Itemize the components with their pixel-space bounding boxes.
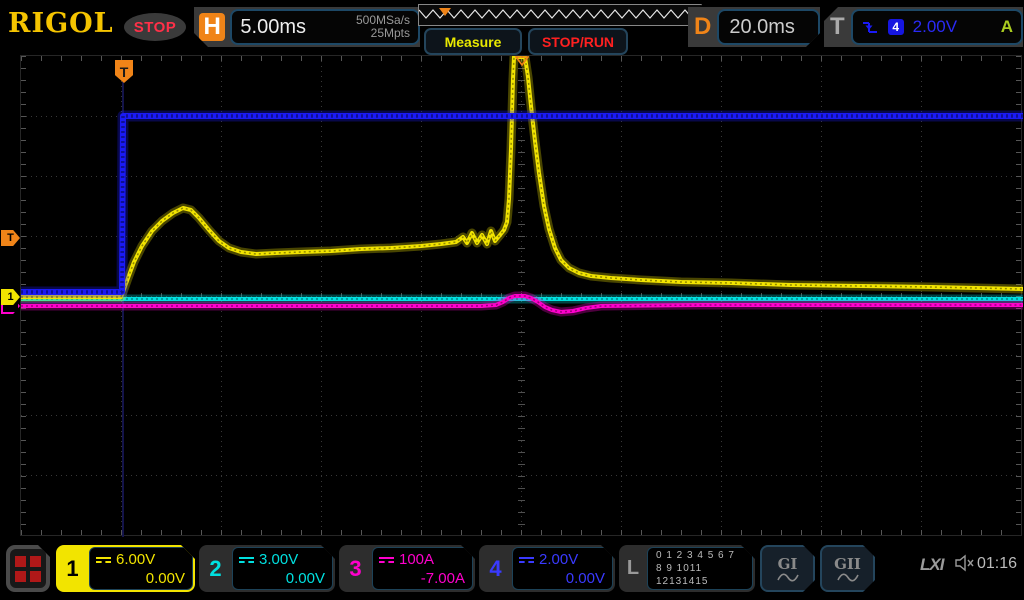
logic-analyzer-box[interactable]: L 0 1 2 3 4 5 6 7 8 9 1011 12131415 xyxy=(619,545,755,592)
ch4-trace xyxy=(21,113,1023,295)
channel-4-number: 4 xyxy=(489,555,502,581)
channel-1-box[interactable]: 1 6.00V 0.00V xyxy=(56,545,195,592)
channel-2-scale: 3.00V xyxy=(259,551,299,568)
overview-position-marker xyxy=(439,8,451,16)
bottom-status-bar: 1 6.00V 0.00V 2 3.00V 0.00V 3 100A -7.00… xyxy=(0,540,1024,600)
channel-1-values: 6.00V 0.00V xyxy=(89,547,193,590)
dc-coupling-icon xyxy=(379,557,394,563)
waveform-overview-strip[interactable] xyxy=(418,4,702,26)
timebase-value: 5.00ms xyxy=(240,15,306,38)
delay-value: 20.0ms xyxy=(729,15,795,38)
channel-1-scale: 6.00V xyxy=(116,551,156,568)
channel-3-values: 100A -7.00A xyxy=(372,547,473,590)
menu-grid-icon xyxy=(10,549,46,588)
memory-depth: 25Mpts xyxy=(370,26,410,40)
delay-label: D xyxy=(694,13,712,40)
logic-channels-row2: 8 9 1011 12131415 xyxy=(656,563,709,587)
ch3-trace xyxy=(21,295,1023,313)
logic-analyzer-label: L xyxy=(626,557,640,579)
sine-wave-icon xyxy=(837,573,859,582)
trigger-source-badge: 4 xyxy=(887,19,904,35)
ch1-trace xyxy=(21,56,1023,298)
generator-2-label: GII xyxy=(834,555,861,573)
logic-channel-list: 0 1 2 3 4 5 6 7 8 9 1011 12131415 xyxy=(647,547,753,590)
trigger-level-marker[interactable]: T xyxy=(1,230,20,246)
clock: 01:16 xyxy=(977,555,1018,572)
channel-3-offset: -7.00A xyxy=(420,570,465,587)
rigol-logo: RIGOL xyxy=(8,8,114,39)
overview-zigzag xyxy=(419,5,699,23)
measure-button[interactable]: Measure xyxy=(424,28,522,55)
horizontal-settings: 5.00ms 500MSa/s 25Mpts xyxy=(230,9,420,45)
main-menu-button[interactable] xyxy=(6,545,50,592)
trigger-label: T xyxy=(830,13,845,40)
sample-rate-memdepth: 500MSa/s 25Mpts xyxy=(356,14,410,40)
delay-value-box: 20.0ms xyxy=(717,9,820,45)
generator-2-button[interactable]: GII xyxy=(820,545,875,592)
channel-2-values: 3.00V 0.00V xyxy=(232,547,333,590)
delay-menu-block[interactable]: D 20.0ms xyxy=(688,7,820,47)
channel-3-number: 3 xyxy=(349,555,362,581)
channel-4-box[interactable]: 4 2.00V 0.00V xyxy=(479,545,615,592)
waveform-display-area: T T 1 xyxy=(1,55,1023,537)
run-state-badge: STOP xyxy=(124,13,186,41)
ch3-trace xyxy=(21,294,1023,314)
generator-1-button[interactable]: GI xyxy=(760,545,815,592)
channel-2-box[interactable]: 2 3.00V 0.00V xyxy=(199,545,335,592)
sound-muted-icon[interactable] xyxy=(955,554,975,572)
dc-coupling-icon xyxy=(239,557,254,563)
horizontal-label: H xyxy=(199,13,225,41)
lxi-logo: LXI xyxy=(920,555,944,574)
logic-channels-row1: 0 1 2 3 4 5 6 7 xyxy=(656,550,735,561)
edge-trigger-icon xyxy=(862,22,877,33)
trigger-mode: A xyxy=(1000,17,1013,36)
generator-1-label: GI xyxy=(777,555,798,573)
channel-4-scale: 2.00V xyxy=(539,551,579,568)
ch4-trace xyxy=(21,110,1023,298)
channel-1-number: 1 xyxy=(66,555,79,581)
delay-position-marker xyxy=(515,56,529,66)
ch1-trace xyxy=(21,56,1023,299)
top-status-bar: RIGOL STOP H 5.00ms 500MSa/s 25Mpts Meas… xyxy=(0,0,1024,55)
horizontal-menu-block[interactable]: H 5.00ms 500MSa/s 25Mpts xyxy=(194,7,420,47)
trigger-position-line xyxy=(122,82,124,537)
trigger-position-flag[interactable]: T xyxy=(115,60,133,83)
channel-1-offset: 0.00V xyxy=(145,570,185,587)
waveform-traces xyxy=(21,56,1023,317)
sine-wave-icon xyxy=(777,573,799,582)
trigger-level-value: 2.00V xyxy=(912,17,958,36)
channel-4-values: 2.00V 0.00V xyxy=(512,547,613,590)
ch4-trace xyxy=(21,114,1023,294)
ch1-trace xyxy=(21,56,1023,302)
trigger-menu-block[interactable]: T 4 2.00V A xyxy=(824,7,1023,47)
channel-2-number: 2 xyxy=(209,555,222,581)
channel-2-offset: 0.00V xyxy=(285,570,325,587)
dc-coupling-icon xyxy=(96,557,111,563)
channel-1-zero-marker[interactable]: 1 xyxy=(1,289,20,305)
stop-run-button[interactable]: STOP/RUN xyxy=(528,28,628,55)
trigger-settings: 4 2.00V A xyxy=(850,9,1023,45)
channel-4-offset: 0.00V xyxy=(565,570,605,587)
dc-coupling-icon xyxy=(519,557,534,563)
channel-3-scale: 100A xyxy=(399,551,435,568)
sample-rate: 500MSa/s xyxy=(355,13,410,27)
channel-3-box[interactable]: 3 100A -7.00A xyxy=(339,545,475,592)
